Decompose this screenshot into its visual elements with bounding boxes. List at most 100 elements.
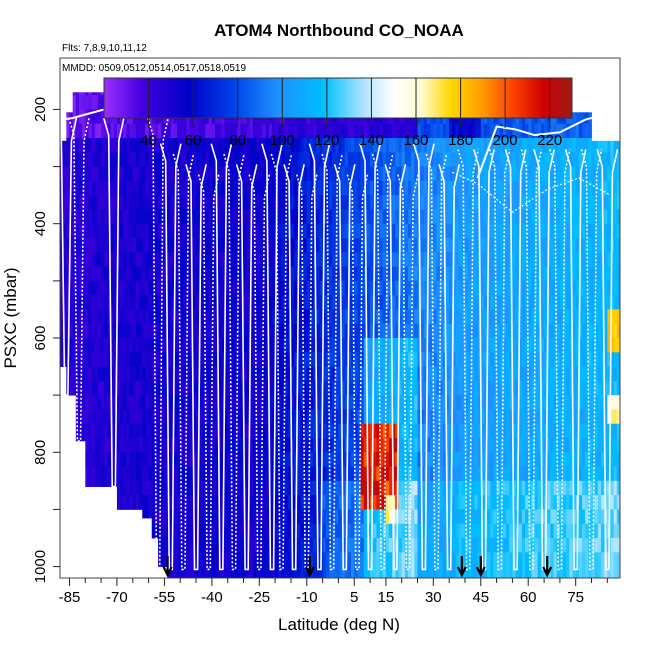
heatmap-cell <box>417 480 422 496</box>
heatmap-cell <box>161 466 165 482</box>
heatmap-cell <box>196 338 200 353</box>
heatmap-cell <box>183 423 187 439</box>
heatmap-cell <box>262 423 267 439</box>
heatmap-cell <box>338 452 342 467</box>
heatmap-cell <box>60 338 64 353</box>
heatmap-cell <box>502 323 507 339</box>
heatmap-cell <box>82 380 86 396</box>
heatmap-cell <box>319 138 323 153</box>
heatmap-cell <box>502 480 507 496</box>
heatmap-cell <box>167 252 172 267</box>
heatmap-cell <box>449 309 453 325</box>
heatmap-cell <box>309 366 314 382</box>
heatmap-cell <box>199 438 203 453</box>
heatmap-cell <box>167 409 172 425</box>
heatmap-cell <box>455 138 460 153</box>
heatmap-cell <box>506 180 510 196</box>
heatmap-cell <box>218 280 222 296</box>
heatmap-cell <box>404 166 409 182</box>
heatmap-cell <box>468 252 472 267</box>
heatmap-cell <box>528 480 532 496</box>
heatmap-cell <box>240 452 244 467</box>
heatmap-cell <box>123 266 127 282</box>
heatmap-cell <box>325 495 330 510</box>
heatmap-cell <box>145 409 149 425</box>
heatmap-cell <box>332 238 336 253</box>
heatmap-cell <box>499 195 504 210</box>
heatmap-cell <box>439 423 444 439</box>
heatmap-cell <box>436 380 441 396</box>
heatmap-cell <box>512 323 516 339</box>
heatmap-cell <box>420 409 425 425</box>
heatmap-cell <box>357 195 361 210</box>
heatmap-cell <box>332 295 336 310</box>
heatmap-cell <box>215 438 219 453</box>
heatmap-cell <box>240 495 244 510</box>
heatmap-cell <box>126 166 130 182</box>
heatmap-cell <box>344 123 349 139</box>
heatmap-cell <box>341 295 346 310</box>
heatmap-cell <box>417 552 422 567</box>
heatmap-cell <box>88 338 93 353</box>
heatmap-cell <box>306 123 311 139</box>
heatmap-cell <box>101 395 105 410</box>
heatmap-cell <box>461 480 466 496</box>
heatmap-cell <box>468 123 472 139</box>
heatmap-cell <box>234 138 238 153</box>
heatmap-cell <box>243 238 248 253</box>
heatmap-cell <box>332 338 336 353</box>
heatmap-cell <box>370 409 374 425</box>
heatmap-cell <box>158 252 162 267</box>
heatmap-cell <box>252 552 257 567</box>
heatmap-cell <box>452 280 456 296</box>
heatmap-cell <box>366 123 371 139</box>
heatmap-cell <box>376 152 380 167</box>
heatmap-cell <box>177 480 181 496</box>
heatmap-cell <box>398 423 403 439</box>
heatmap-cell <box>347 495 352 510</box>
heatmap-cell <box>471 523 475 539</box>
heatmap-cell <box>515 566 520 578</box>
heatmap-cell <box>177 409 181 425</box>
heatmap-cell <box>335 452 339 467</box>
heatmap-cell <box>341 252 346 267</box>
heatmap-cell <box>208 466 213 482</box>
heatmap-cell <box>243 409 248 425</box>
heatmap-cell <box>135 480 140 496</box>
heatmap-cell <box>385 295 390 310</box>
heatmap-cell <box>249 409 254 425</box>
heatmap-cell <box>347 295 352 310</box>
heatmap-cell <box>205 466 210 482</box>
heatmap-cell <box>313 466 317 482</box>
heatmap-cell <box>502 352 507 367</box>
heatmap-cell <box>262 209 267 225</box>
heatmap-cell <box>284 352 289 367</box>
heatmap-cell <box>373 280 377 296</box>
heatmap-cell <box>411 438 415 453</box>
heatmap-cell <box>208 338 213 353</box>
heatmap-cell <box>300 566 305 578</box>
heatmap-cell <box>240 538 244 553</box>
heatmap-cell <box>458 209 463 225</box>
heatmap-cell <box>354 123 358 139</box>
heatmap-cell <box>512 280 516 296</box>
heatmap-cell <box>442 452 447 467</box>
heatmap-cell <box>518 338 523 353</box>
heatmap-cell <box>303 538 308 553</box>
heatmap-cell <box>237 380 241 396</box>
heatmap-cell <box>449 209 453 225</box>
heatmap-cell <box>512 480 516 496</box>
heatmap-cell <box>347 380 352 396</box>
heatmap-cell <box>452 552 456 567</box>
heatmap-cell <box>186 338 191 353</box>
heatmap-cell <box>458 523 463 539</box>
heatmap-cell <box>246 352 251 367</box>
heatmap-cell <box>88 166 93 182</box>
heatmap-cell <box>373 423 377 439</box>
heatmap-cell <box>521 366 526 382</box>
heatmap-cell <box>319 380 323 396</box>
heatmap-cell <box>525 566 529 578</box>
heatmap-cell <box>379 252 384 267</box>
heatmap-cell <box>91 92 96 96</box>
heatmap-cell <box>243 466 248 482</box>
